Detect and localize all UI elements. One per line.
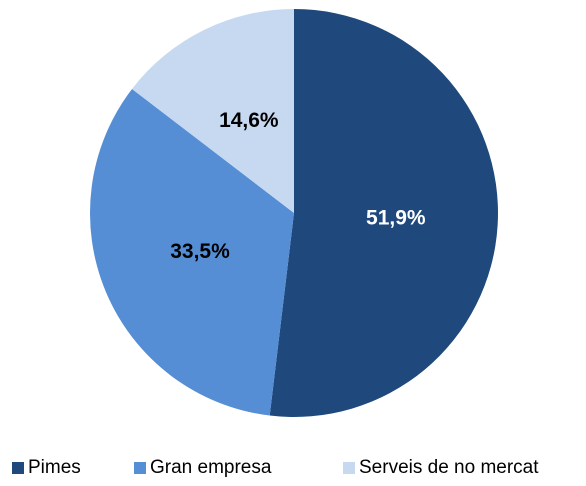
pie-slice — [269, 9, 498, 417]
pie-slice — [132, 9, 294, 213]
legend-label: Pimes — [28, 457, 81, 478]
pie-slice — [89, 88, 294, 416]
value-label: 14,6% — [219, 109, 279, 132]
legend-swatch — [343, 462, 355, 474]
legend-swatch — [12, 462, 24, 474]
value-label: 51,9% — [366, 207, 426, 230]
legend-swatch — [134, 462, 146, 474]
legend-label: Gran empresa — [150, 457, 272, 478]
value-label: 33,5% — [170, 240, 230, 263]
legend-label: Serveis de no mercat — [359, 457, 539, 478]
